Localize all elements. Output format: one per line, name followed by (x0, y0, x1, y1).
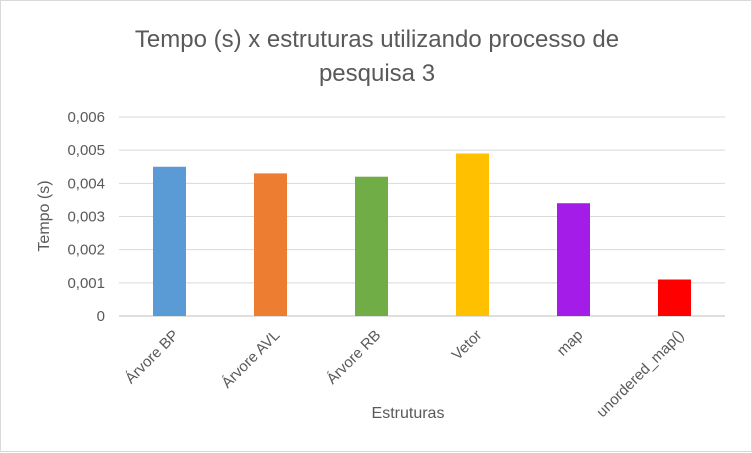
chart-title-line-2: pesquisa 3 (319, 60, 435, 87)
chart-title-line-1: Tempo (s) x estruturas utilizando proces… (135, 26, 619, 53)
x-axis-title: Estruturas (372, 405, 445, 422)
y-tick-label: 0 (97, 308, 105, 325)
gridlines (119, 116, 725, 317)
y-tick-labels: 0 0,001 0,002 0,003 0,004 0,005 0,006 (67, 109, 105, 325)
bars (153, 153, 691, 316)
x-tick-label: Árvore RB (323, 327, 384, 388)
bar-4 (456, 153, 489, 316)
bar-3 (355, 176, 388, 316)
y-tick-label: 0,006 (67, 109, 105, 126)
bar-5 (557, 203, 590, 316)
x-tick-label: map (554, 327, 587, 360)
y-tick-label: 0,002 (67, 242, 105, 259)
x-tick-label: Árvore BP (122, 327, 182, 387)
bar-1 (153, 166, 186, 316)
x-tick-label: Vetor (449, 327, 486, 364)
x-tick-label: Árvore AVL (218, 327, 283, 392)
bar-6 (658, 279, 691, 316)
y-tick-label: 0,001 (67, 275, 105, 292)
x-tick-label: unordered_map() (593, 327, 687, 421)
bar-2 (254, 173, 287, 316)
y-tick-label: 0,005 (67, 142, 105, 159)
y-tick-label: 0,004 (67, 175, 105, 192)
y-tick-label: 0,003 (67, 209, 105, 226)
y-axis-title: Tempo (s) (36, 180, 53, 251)
